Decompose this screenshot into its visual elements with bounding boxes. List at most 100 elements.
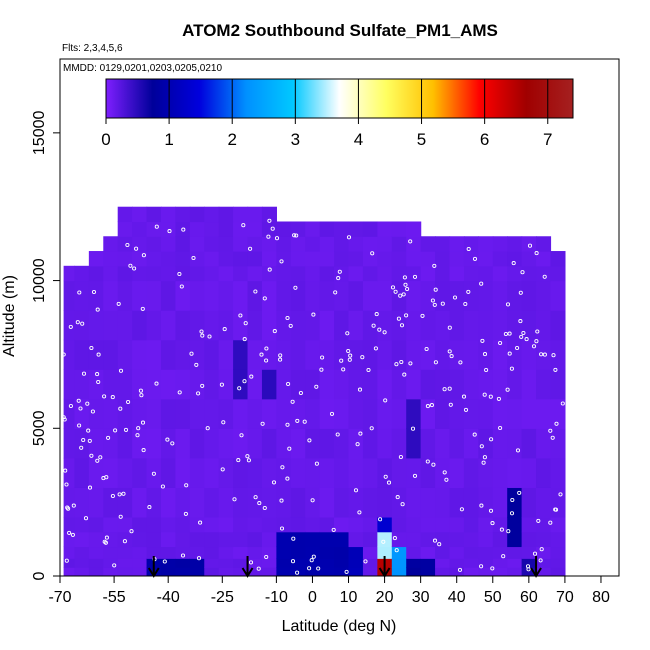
sample-point — [90, 409, 95, 414]
heatmap-cell — [492, 546, 508, 559]
sample-point — [85, 401, 90, 406]
heatmap-cell — [319, 236, 335, 252]
sample-point — [346, 348, 351, 354]
sample-point — [77, 290, 82, 295]
heatmap-cell — [103, 567, 119, 576]
sample-point — [200, 333, 205, 338]
sample-point — [517, 490, 522, 495]
heatmap-cell — [449, 457, 465, 488]
x-tick-label: 40 — [448, 589, 466, 606]
heatmap-cell — [63, 457, 76, 488]
heatmap-cell — [189, 265, 205, 282]
heatmap-cell — [319, 280, 335, 311]
heatmap-cell — [189, 221, 205, 237]
heatmap-cell — [377, 531, 393, 548]
heatmap-cell — [276, 457, 292, 488]
heatmap-cell — [362, 251, 378, 267]
heatmap-cell — [290, 516, 306, 533]
heatmap-cell — [391, 369, 407, 400]
heatmap-cell — [74, 265, 90, 282]
sample-point — [189, 351, 194, 356]
heatmap-cell — [550, 369, 566, 400]
heatmap-cell — [132, 369, 148, 400]
sample-point — [91, 289, 97, 295]
sample-point — [291, 536, 296, 541]
y-tick-label: 0 — [31, 571, 48, 580]
heatmap-cell — [550, 567, 566, 576]
sample-point — [506, 529, 511, 534]
heatmap-cell — [550, 339, 566, 370]
sample-point — [383, 474, 388, 479]
heatmap-cell — [276, 310, 292, 341]
heatmap-cell — [218, 567, 234, 576]
sample-point — [242, 379, 247, 384]
sample-point — [260, 421, 265, 426]
sample-point — [264, 358, 269, 363]
heatmap-cell — [117, 221, 133, 237]
sample-point — [132, 266, 137, 271]
heatmap-cell — [117, 280, 133, 311]
heatmap-cell — [420, 487, 436, 518]
heatmap-cell — [189, 567, 205, 576]
heatmap-cell — [334, 567, 350, 576]
sample-point — [118, 514, 123, 519]
heatmap-cell — [391, 516, 407, 533]
heatmap-cell — [290, 310, 306, 341]
heatmap-cell — [449, 567, 465, 576]
sample-point — [248, 560, 254, 565]
sample-point — [141, 253, 146, 258]
y-axis: 0 5000 10000 15000 — [31, 111, 60, 580]
sample-point — [67, 530, 72, 535]
heatmap-cell — [550, 310, 566, 341]
heatmap-cell — [160, 206, 177, 223]
heatmap-cell — [492, 265, 508, 282]
heatmap-cell — [204, 221, 220, 237]
sample-point — [538, 558, 543, 563]
heatmap-cell — [550, 487, 566, 518]
heatmap-cell — [160, 531, 177, 548]
sample-point — [116, 301, 121, 306]
sample-point — [279, 498, 284, 503]
heatmap-cell — [550, 516, 566, 533]
sample-point — [553, 507, 559, 512]
heatmap-cell — [218, 516, 234, 533]
heatmap-cell — [305, 428, 321, 459]
sample-point — [66, 506, 71, 511]
sample-point — [191, 255, 196, 261]
heatmap-cell — [103, 280, 119, 311]
heatmap-cell — [146, 339, 162, 370]
sample-point — [404, 313, 409, 318]
heatmap-cell — [305, 221, 321, 237]
sample-point — [104, 535, 109, 540]
heatmap-cell — [536, 280, 552, 311]
heatmap-cell — [261, 487, 277, 518]
heatmap-cell — [189, 516, 205, 533]
heatmap-cell — [74, 339, 90, 370]
sample-point — [360, 355, 365, 360]
heatmap-cell — [117, 516, 133, 533]
sample-point — [89, 453, 94, 458]
heatmap-cell — [189, 531, 205, 548]
heatmap-cell — [175, 280, 191, 311]
heatmap-cell — [276, 251, 292, 267]
heatmap-cell — [478, 516, 494, 533]
sample-point — [378, 517, 383, 522]
heatmap-cell — [63, 567, 76, 576]
heatmap-cell — [74, 487, 90, 518]
heatmap-cell — [420, 457, 436, 488]
sample-point — [488, 394, 493, 399]
heatmap-cell — [362, 558, 378, 568]
sample-point — [482, 352, 488, 357]
heatmap-cell — [507, 487, 523, 518]
sample-point — [480, 338, 485, 343]
heatmap-cell — [290, 546, 306, 559]
heatmap-cell — [420, 310, 436, 341]
sample-point — [484, 367, 489, 373]
sample-point — [221, 420, 226, 425]
y-axis-label: Altitude (m) — [1, 275, 18, 357]
heatmap-cell — [406, 339, 422, 370]
sample-point — [482, 392, 487, 397]
colorbar-tick-label: 1 — [164, 130, 173, 149]
sample-point — [222, 327, 227, 332]
sample-point — [521, 330, 526, 336]
